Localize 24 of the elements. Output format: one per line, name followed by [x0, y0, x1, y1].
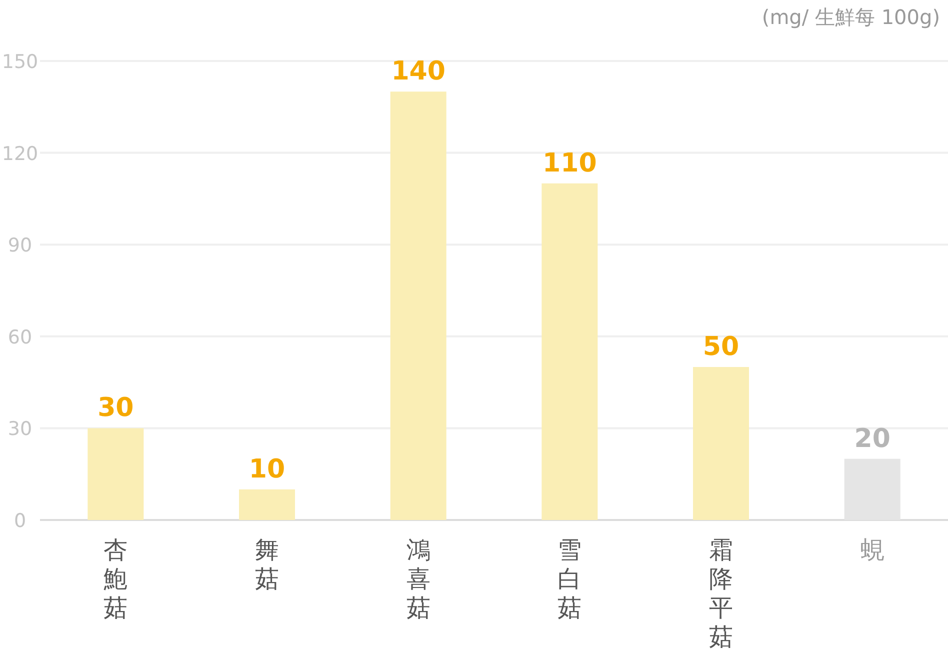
- x-tick-label: 鴻喜菇: [406, 536, 430, 622]
- bar: [542, 183, 598, 520]
- y-tick-label: 150: [2, 51, 38, 73]
- y-tick-label: 30: [8, 418, 32, 440]
- x-tick-label: 霜降平菇: [709, 536, 733, 651]
- x-tick-label: 蜆: [860, 536, 884, 564]
- data-label: 30: [98, 393, 134, 424]
- data-label: 140: [391, 56, 446, 87]
- y-tick-label: 120: [2, 142, 38, 165]
- bar: [390, 92, 446, 520]
- text: (mg/ 生鮮每 100g): [762, 5, 940, 29]
- data-label: 50: [702, 332, 740, 362]
- y-tick-label: 90: [8, 234, 32, 257]
- x-tick-label: 杏鮑菇: [104, 536, 128, 622]
- bar: [693, 367, 749, 520]
- bar: [239, 489, 295, 520]
- bar: [88, 428, 144, 520]
- data-label: 10: [248, 454, 286, 484]
- data-label: 110: [542, 148, 597, 178]
- x-tick-label: 雪白菇: [558, 536, 582, 622]
- data-label: 20: [854, 424, 890, 454]
- y-tick-label: 60: [8, 326, 32, 348]
- y-tick-label: 0: [14, 510, 26, 532]
- x-tick-label: 舞菇: [255, 536, 279, 593]
